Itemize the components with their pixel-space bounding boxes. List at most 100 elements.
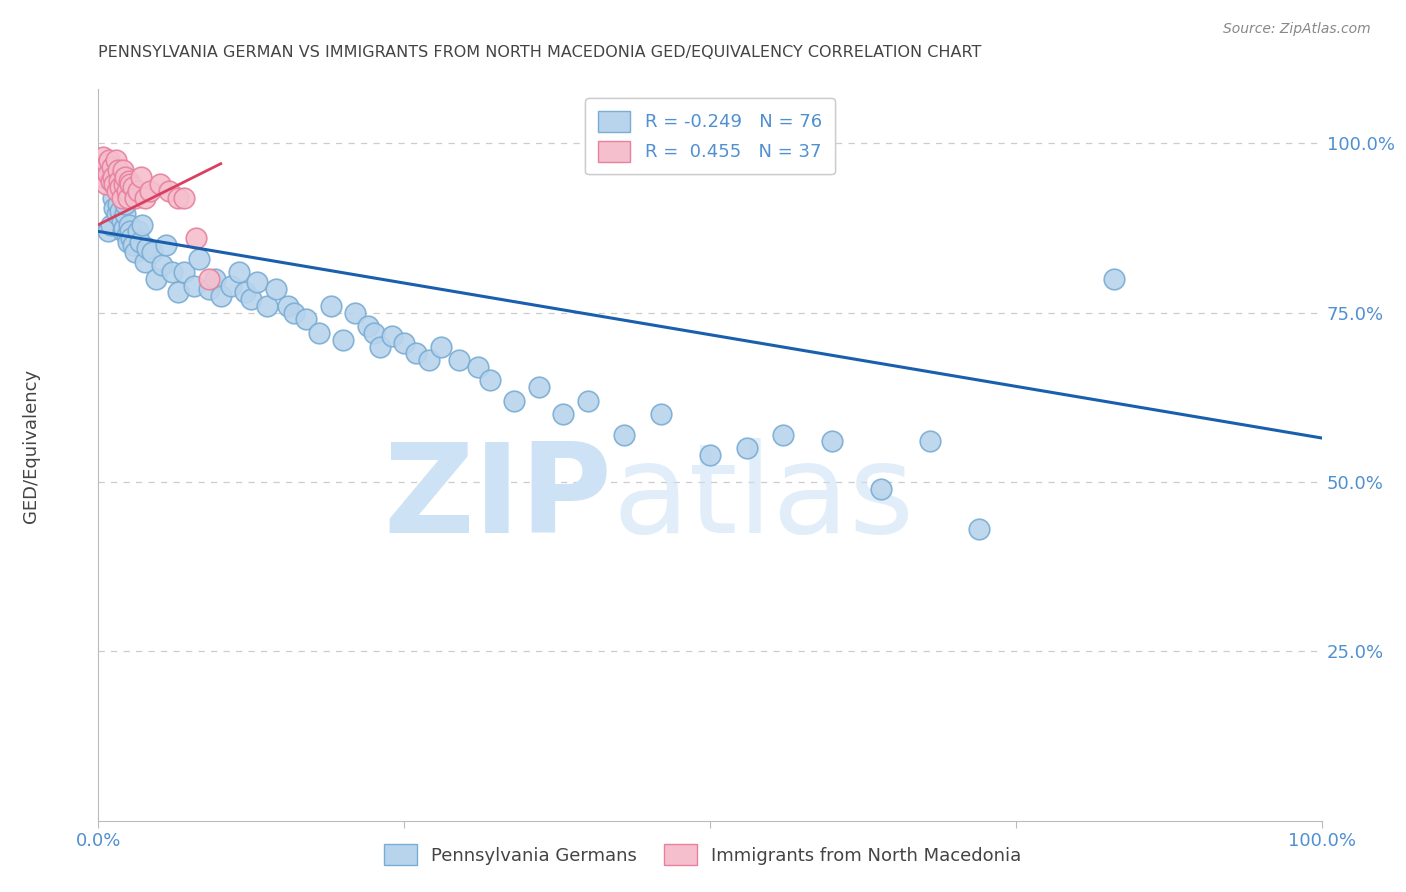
Point [115, 227, 138, 242]
Point [120, 177, 142, 191]
Point [98, 153, 121, 168]
Point [91, 170, 114, 185]
Point [187, 252, 209, 266]
Point [111, 214, 134, 228]
Point [111, 190, 134, 204]
Point [131, 218, 153, 232]
Point [295, 312, 318, 326]
Point [93, 163, 115, 178]
Point [197, 282, 219, 296]
Point [127, 224, 149, 238]
Point [405, 346, 427, 360]
Legend: R = -0.249   N = 76, R =  0.455   N = 37: R = -0.249 N = 76, R = 0.455 N = 37 [585, 98, 835, 174]
Point [363, 326, 385, 340]
Point [449, 353, 471, 368]
Point [1102, 272, 1125, 286]
Point [576, 393, 599, 408]
Point [277, 299, 299, 313]
Point [160, 265, 183, 279]
Point [91, 150, 114, 164]
Point [100, 218, 122, 232]
Point [117, 235, 139, 249]
Point [650, 407, 672, 421]
Point [108, 174, 131, 188]
Point [139, 184, 162, 198]
Point [553, 407, 575, 421]
Point [283, 306, 305, 320]
Point [613, 427, 636, 442]
Point [103, 201, 125, 215]
Point [97, 224, 120, 238]
Point [478, 373, 501, 387]
Point [111, 224, 134, 238]
Point [240, 292, 263, 306]
Point [111, 163, 134, 178]
Text: atlas: atlas [612, 438, 914, 559]
Point [204, 272, 226, 286]
Point [107, 163, 129, 178]
Point [105, 207, 128, 221]
Point [319, 299, 342, 313]
Point [418, 353, 440, 368]
Point [110, 204, 132, 219]
Text: GED/Equivalency: GED/Equivalency [22, 369, 39, 523]
Point [112, 221, 135, 235]
Point [967, 523, 990, 537]
Point [173, 190, 195, 204]
Point [209, 289, 232, 303]
Point [97, 167, 120, 181]
Point [120, 224, 142, 238]
Point [150, 258, 173, 272]
Point [110, 180, 132, 194]
Point [264, 282, 287, 296]
Text: Source: ZipAtlas.com: Source: ZipAtlas.com [1223, 22, 1371, 37]
Point [127, 184, 149, 198]
Point [392, 336, 416, 351]
Point [356, 319, 378, 334]
Point [94, 177, 117, 191]
Point [233, 285, 256, 300]
Point [735, 441, 758, 455]
Point [186, 231, 208, 245]
Point [134, 255, 156, 269]
Text: PENNSYLVANIA GERMAN VS IMMIGRANTS FROM NORTH MACEDONIA GED/EQUIVALENCY CORRELATI: PENNSYLVANIA GERMAN VS IMMIGRANTS FROM N… [98, 45, 981, 60]
Point [124, 190, 146, 204]
Point [870, 482, 893, 496]
Point [101, 190, 124, 204]
Point [103, 177, 125, 191]
Point [112, 177, 135, 191]
Point [381, 329, 404, 343]
Point [368, 340, 391, 354]
Point [256, 299, 278, 313]
Point [105, 184, 128, 198]
Point [114, 207, 136, 221]
Point [145, 272, 167, 286]
Point [155, 238, 177, 252]
Point [467, 359, 489, 374]
Point [107, 197, 129, 211]
Point [344, 306, 367, 320]
Point [308, 326, 330, 340]
Point [430, 340, 453, 354]
Point [246, 275, 269, 289]
Point [920, 434, 942, 449]
Point [101, 170, 124, 185]
Point [120, 231, 142, 245]
Text: ZIP: ZIP [384, 438, 612, 559]
Point [527, 380, 550, 394]
Point [821, 434, 844, 449]
Point [772, 427, 794, 442]
Point [332, 333, 354, 347]
Point [121, 180, 143, 194]
Point [114, 197, 136, 211]
Point [104, 153, 127, 168]
Point [118, 174, 141, 188]
Point [129, 170, 152, 185]
Point [129, 235, 152, 249]
Point [149, 177, 172, 191]
Point [114, 170, 136, 185]
Point [100, 174, 122, 188]
Point [167, 190, 190, 204]
Point [96, 157, 118, 171]
Point [167, 285, 190, 300]
